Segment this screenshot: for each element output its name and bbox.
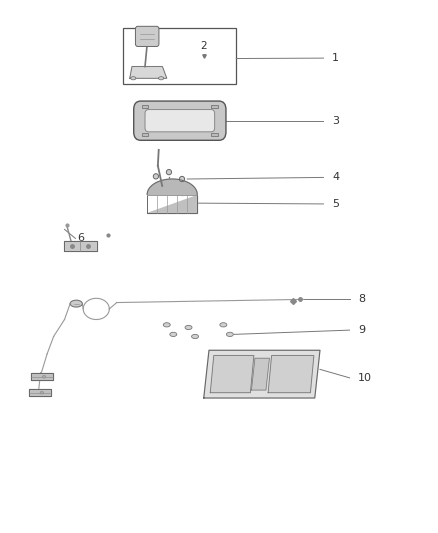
Text: 2: 2: [201, 42, 207, 52]
Polygon shape: [64, 241, 97, 251]
Bar: [123, 28, 237, 84]
Text: 3: 3: [332, 116, 339, 126]
FancyBboxPatch shape: [134, 101, 226, 140]
Ellipse shape: [163, 322, 170, 327]
Text: 10: 10: [358, 373, 372, 383]
Text: 5: 5: [332, 199, 339, 209]
Ellipse shape: [166, 169, 172, 175]
Polygon shape: [251, 358, 269, 390]
Ellipse shape: [180, 176, 185, 182]
Text: 9: 9: [358, 325, 365, 335]
Polygon shape: [130, 67, 167, 78]
Ellipse shape: [170, 332, 177, 336]
Bar: [141, 133, 148, 136]
Polygon shape: [210, 356, 254, 393]
Ellipse shape: [220, 322, 227, 327]
Ellipse shape: [40, 391, 44, 394]
Polygon shape: [147, 179, 197, 195]
Text: 7: 7: [78, 243, 85, 253]
Polygon shape: [204, 350, 320, 398]
Ellipse shape: [70, 300, 82, 307]
Polygon shape: [147, 195, 197, 214]
Ellipse shape: [185, 325, 192, 329]
Text: 1: 1: [332, 53, 339, 63]
FancyBboxPatch shape: [135, 26, 159, 46]
Text: 4: 4: [332, 172, 339, 182]
Ellipse shape: [131, 77, 136, 80]
Bar: [141, 105, 148, 108]
Ellipse shape: [226, 332, 233, 336]
Bar: [211, 133, 218, 136]
Polygon shape: [268, 356, 314, 393]
Polygon shape: [31, 373, 53, 381]
Ellipse shape: [153, 174, 159, 179]
Polygon shape: [29, 389, 50, 397]
Ellipse shape: [42, 375, 46, 378]
Text: 6: 6: [78, 233, 85, 244]
Bar: [211, 105, 218, 108]
Ellipse shape: [159, 77, 164, 80]
FancyBboxPatch shape: [145, 110, 215, 132]
Ellipse shape: [191, 334, 198, 338]
Text: 8: 8: [358, 294, 365, 304]
